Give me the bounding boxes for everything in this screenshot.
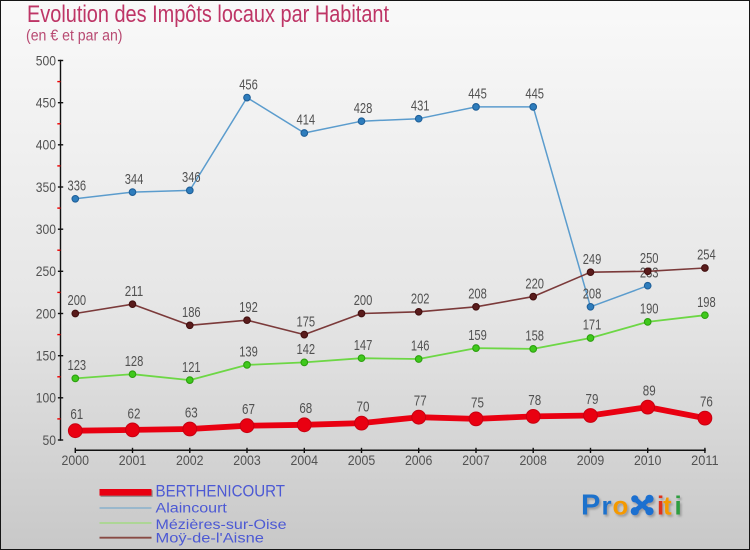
svg-text:500: 500 xyxy=(36,52,56,68)
svg-text:67: 67 xyxy=(242,401,255,418)
svg-text:75: 75 xyxy=(471,394,484,411)
svg-text:2005: 2005 xyxy=(348,452,376,468)
svg-text:77: 77 xyxy=(414,393,427,410)
svg-text:159: 159 xyxy=(468,327,487,344)
svg-text:78: 78 xyxy=(528,392,541,409)
svg-text:Moÿ-de-l'Aisne: Moÿ-de-l'Aisne xyxy=(156,531,265,547)
svg-text:2000: 2000 xyxy=(62,452,90,468)
svg-text:2003: 2003 xyxy=(233,452,261,468)
svg-text:456: 456 xyxy=(239,76,258,93)
svg-text:i: i xyxy=(675,491,682,521)
svg-text:211: 211 xyxy=(125,283,144,300)
svg-text:2011: 2011 xyxy=(691,452,719,468)
svg-text:2001: 2001 xyxy=(119,452,147,468)
svg-text:175: 175 xyxy=(297,313,316,330)
svg-text:450: 450 xyxy=(36,95,56,111)
svg-text:400: 400 xyxy=(36,137,56,153)
svg-text:2010: 2010 xyxy=(634,452,662,468)
svg-text:100: 100 xyxy=(36,390,56,406)
svg-text:o: o xyxy=(613,491,629,521)
svg-text:445: 445 xyxy=(468,86,487,103)
svg-text:431: 431 xyxy=(411,97,430,114)
svg-text:2007: 2007 xyxy=(462,452,490,468)
svg-text:186: 186 xyxy=(182,304,201,321)
svg-text:428: 428 xyxy=(354,100,373,117)
svg-text:t: t xyxy=(663,491,672,521)
svg-text:190: 190 xyxy=(640,301,659,318)
svg-text:142: 142 xyxy=(297,341,316,358)
svg-text:2004: 2004 xyxy=(291,452,319,468)
svg-text:198: 198 xyxy=(697,294,716,311)
svg-text:350: 350 xyxy=(36,179,56,195)
svg-text:147: 147 xyxy=(354,337,373,354)
svg-text:249: 249 xyxy=(583,251,602,268)
svg-text:2009: 2009 xyxy=(577,452,605,468)
svg-text:121: 121 xyxy=(182,359,201,376)
svg-text:123: 123 xyxy=(68,357,87,374)
svg-text:i: i xyxy=(657,491,664,521)
svg-text:2002: 2002 xyxy=(176,452,204,468)
svg-text:346: 346 xyxy=(182,169,201,186)
svg-text:200: 200 xyxy=(36,305,56,321)
svg-text:300: 300 xyxy=(36,221,56,237)
svg-text:Alaincourt: Alaincourt xyxy=(156,501,227,517)
svg-text:254: 254 xyxy=(697,247,716,264)
svg-text:68: 68 xyxy=(299,400,312,417)
svg-text:P: P xyxy=(581,490,600,522)
svg-text:128: 128 xyxy=(125,353,144,370)
svg-text:139: 139 xyxy=(239,344,258,361)
svg-text:BERTHENICOURT: BERTHENICOURT xyxy=(156,482,286,501)
svg-text:208: 208 xyxy=(468,286,487,303)
svg-text:2008: 2008 xyxy=(519,452,547,468)
svg-text:76: 76 xyxy=(700,394,713,411)
svg-text:414: 414 xyxy=(297,112,316,129)
svg-text:336: 336 xyxy=(68,178,87,195)
svg-text:445: 445 xyxy=(525,86,544,103)
svg-text:(en € et par an): (en € et par an) xyxy=(26,28,123,45)
svg-text:200: 200 xyxy=(68,292,87,309)
svg-text:79: 79 xyxy=(586,391,599,408)
svg-text:70: 70 xyxy=(357,399,370,416)
svg-text:220: 220 xyxy=(525,275,544,292)
svg-text:171: 171 xyxy=(583,317,602,334)
svg-text:200: 200 xyxy=(354,292,373,309)
svg-text:192: 192 xyxy=(239,299,258,316)
svg-text:202: 202 xyxy=(411,291,430,308)
svg-text:r: r xyxy=(602,491,612,521)
svg-text:344: 344 xyxy=(125,171,144,188)
svg-text:2006: 2006 xyxy=(405,452,433,468)
svg-text:158: 158 xyxy=(525,328,544,345)
svg-text:61: 61 xyxy=(70,406,83,423)
svg-text:208: 208 xyxy=(583,286,602,303)
svg-text:146: 146 xyxy=(411,338,430,355)
svg-text:62: 62 xyxy=(128,405,141,422)
svg-text:150: 150 xyxy=(36,348,56,364)
svg-text:Evolution des Impôts locaux pa: Evolution des Impôts locaux par Habitant xyxy=(27,2,389,28)
svg-text:50: 50 xyxy=(43,432,57,448)
svg-text:Mézières-sur-Oise: Mézières-sur-Oise xyxy=(156,517,287,533)
svg-text:250: 250 xyxy=(640,250,659,267)
svg-text:63: 63 xyxy=(185,404,198,421)
svg-text:250: 250 xyxy=(36,263,56,279)
svg-text:89: 89 xyxy=(643,383,656,400)
